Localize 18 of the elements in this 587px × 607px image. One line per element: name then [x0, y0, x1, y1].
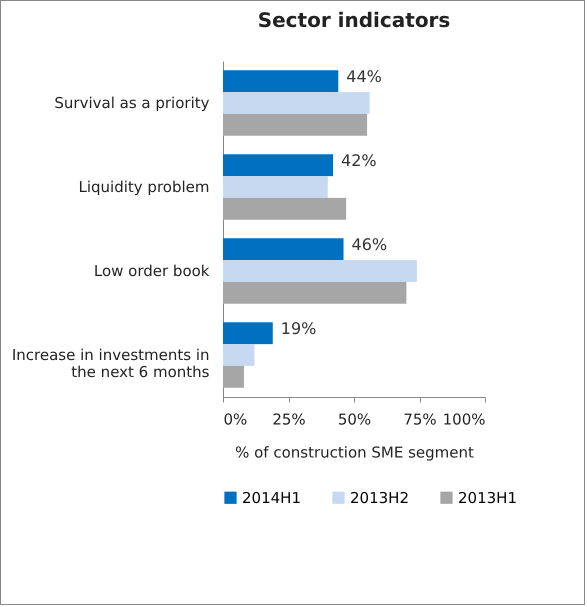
legend-label: 2013H1	[458, 488, 517, 507]
legend-label: 2013H2	[350, 488, 409, 507]
data-label: 42%	[341, 151, 377, 170]
x-tick-label: 0%	[224, 410, 248, 428]
y-tick-label: Survival as a priority	[54, 94, 210, 112]
data-label: 44%	[346, 67, 382, 86]
x-axis-title: % of construction SME segment	[235, 444, 474, 462]
y-tick-label: Increase in investments in the next 6 months	[12, 346, 210, 381]
data-label: 46%	[352, 235, 388, 254]
x-tick-label: 100%	[442, 410, 486, 428]
x-tick-label: 25%	[272, 410, 306, 428]
legend-label: 2014H1	[242, 488, 301, 507]
data-label: 19%	[280, 319, 316, 338]
x-tick-label: 75%	[403, 410, 437, 428]
y-tick-label: Low order book	[94, 262, 210, 280]
y-tick-label: Liquidity problem	[78, 178, 210, 196]
chart-title: Sector indicators	[258, 8, 450, 32]
x-tick-label: 50%	[338, 410, 372, 428]
